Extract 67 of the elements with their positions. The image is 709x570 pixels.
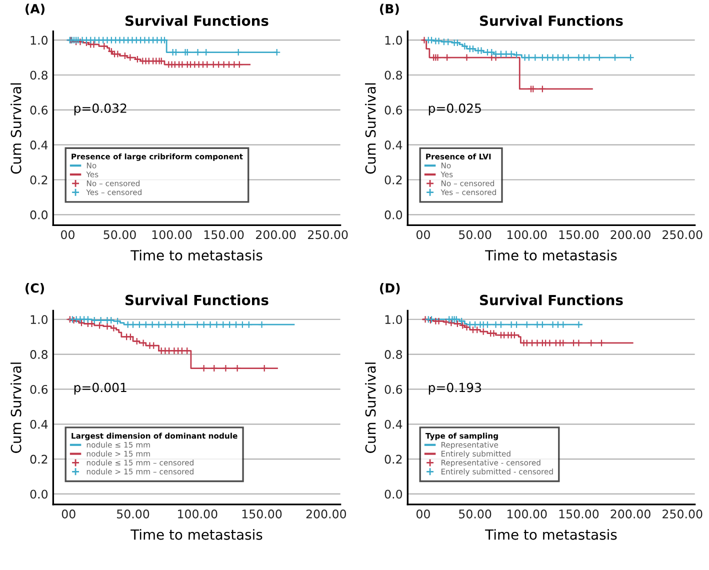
x-axis-title: Time to metastasis xyxy=(130,529,262,540)
y-tick-label: 0.8 xyxy=(30,70,48,80)
x-tick-label: 100.00 xyxy=(178,510,218,518)
y-tick-label: 0.4 xyxy=(30,140,48,150)
annotation: p=0.025 xyxy=(428,103,481,116)
y-axis-title: Cum Survival xyxy=(10,83,22,174)
y-axis-title: Cum Survival xyxy=(10,362,22,453)
text: (A) xyxy=(26,4,44,15)
chart-title: Survival Functions xyxy=(126,294,268,306)
x-axis-title: Time to metastasis xyxy=(485,250,617,261)
y-axis-title: Cum Survival xyxy=(365,362,376,453)
x-tick-label: 150.00 xyxy=(559,510,599,518)
x-tick-label: 200.00 xyxy=(256,230,296,240)
chart-title: Survival Functions xyxy=(480,15,623,26)
x-tick-label: 100.00 xyxy=(508,230,547,240)
text: (C) xyxy=(26,283,44,294)
y-tick-label: 1.0 xyxy=(385,36,402,45)
x-tick-label: 150.00 xyxy=(242,510,282,518)
x-tick-label: 250.00 xyxy=(662,510,702,518)
x-tick-label: 200.00 xyxy=(610,230,650,240)
y-tick-label: 0.8 xyxy=(30,350,48,359)
x-tick-label: 50.00 xyxy=(459,230,492,240)
x-tick-label: 00 xyxy=(61,230,74,240)
x-tick-label: 200.00 xyxy=(306,510,346,518)
x-tick-label: 00 xyxy=(62,510,76,518)
x-axis-title: Time to metastasis xyxy=(130,250,262,261)
x-tick-label: 200.00 xyxy=(610,510,650,518)
y-tick-label: 0.0 xyxy=(384,490,402,499)
y-tick-label: 0.2 xyxy=(30,175,48,184)
x-tick-label: 150.00 xyxy=(559,230,599,240)
y-tick-label: 0.6 xyxy=(384,106,402,115)
y-tick-label: 1.0 xyxy=(385,315,402,324)
x-tick-label: 100.00 xyxy=(508,510,547,518)
y-tick-label: 0.6 xyxy=(384,384,402,394)
y-tick-label: 0.6 xyxy=(30,106,48,115)
y-tick-label: 0.6 xyxy=(30,384,48,394)
annotation: p=0.032 xyxy=(74,103,126,116)
y-tick-label: 0.4 xyxy=(384,420,402,429)
annotation: p=0.193 xyxy=(428,382,481,395)
y-tick-label: 0.8 xyxy=(384,350,402,359)
y-tick-label: 0.0 xyxy=(384,210,402,220)
x-tick-label: 150.00 xyxy=(204,230,244,240)
y-axis-title: Cum Survival xyxy=(365,83,376,174)
x-tick-label: 50.00 xyxy=(117,510,150,518)
y-tick-label: 0.0 xyxy=(30,490,48,499)
x-axis-title: Time to metastasis xyxy=(485,529,617,540)
annotation: p=0.001 xyxy=(74,382,126,395)
x-tick-label: 250.00 xyxy=(308,230,348,240)
y-tick-label: 0.2 xyxy=(384,175,402,184)
text: (B) xyxy=(380,4,399,15)
x-tick-label: 50.00 xyxy=(459,510,492,518)
y-tick-label: 0.2 xyxy=(384,454,402,464)
x-tick-label: 00 xyxy=(416,230,430,240)
text: (D) xyxy=(380,283,400,294)
y-tick-label: 1.0 xyxy=(30,315,48,324)
x-tick-label: 00 xyxy=(416,510,430,518)
chart-title: Survival Functions xyxy=(480,294,623,306)
chart-title: Survival Functions xyxy=(126,15,268,26)
y-tick-label: 0.8 xyxy=(384,70,402,80)
y-tick-label: 0.4 xyxy=(384,140,402,150)
y-tick-label: 0.2 xyxy=(30,454,48,464)
y-tick-label: 0.0 xyxy=(30,210,48,220)
y-tick-label: 0.4 xyxy=(30,420,48,429)
x-tick-label: 100.00 xyxy=(152,230,192,240)
x-tick-label: 50.00 xyxy=(104,230,136,240)
x-tick-label: 250.00 xyxy=(662,230,702,240)
y-tick-label: 1.0 xyxy=(30,36,48,45)
